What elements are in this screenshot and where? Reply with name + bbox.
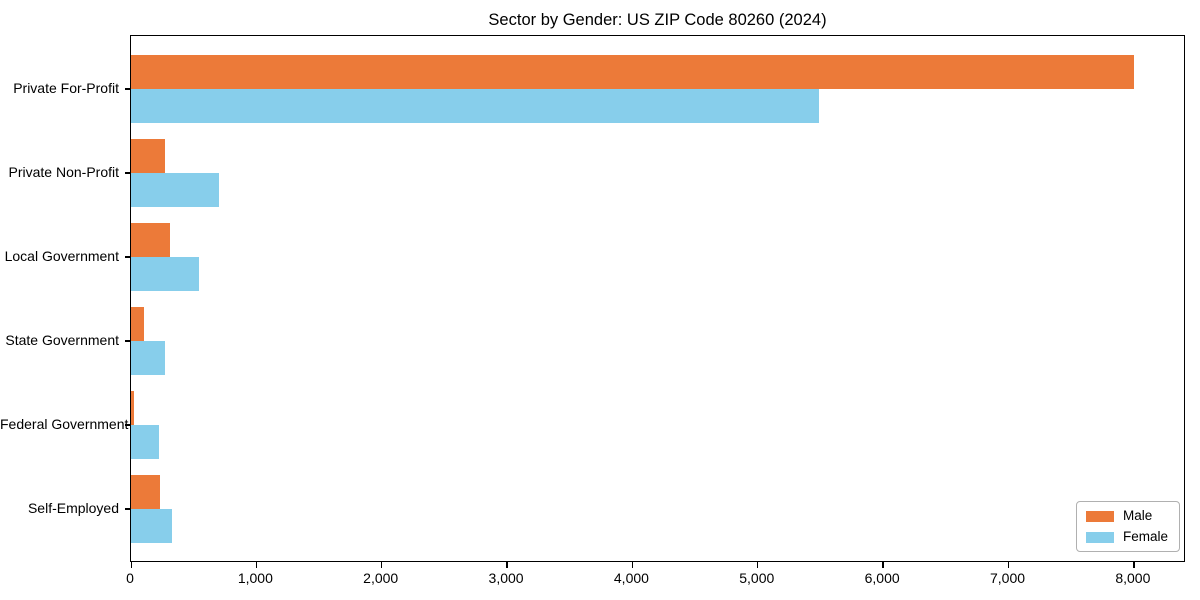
legend-label-male: Male <box>1122 508 1153 523</box>
bar-female-1 <box>131 172 219 207</box>
y-tick-mark <box>125 88 130 90</box>
bar-female-0 <box>131 88 820 123</box>
x-tick-mark <box>255 562 258 568</box>
legend-entry-male: Male <box>1085 508 1168 523</box>
x-tick-mark <box>381 562 383 568</box>
x-tick-label: 7,000 <box>989 570 1026 586</box>
x-tick-mark <box>882 562 884 568</box>
bar-female-3 <box>131 340 165 375</box>
y-tick-mark <box>125 424 130 426</box>
legend-swatch-male-icon <box>1085 510 1114 522</box>
bar-male-4 <box>131 391 135 425</box>
x-tick-label: 3,000 <box>488 570 524 586</box>
y-tick-mark <box>125 508 130 510</box>
x-tick-mark <box>1133 562 1135 568</box>
bar-male-2 <box>131 223 170 257</box>
y-tick-label: Local Government <box>4 247 119 264</box>
x-tick-label: 5,000 <box>739 570 775 586</box>
bar-male-0 <box>131 55 1134 89</box>
y-tick-label: Self-Employed <box>27 499 119 516</box>
bar-female-5 <box>131 508 173 543</box>
y-tick-label: State Government <box>5 331 119 348</box>
x-tick-label: 6,000 <box>864 570 900 586</box>
x-tick-mark <box>1007 562 1010 568</box>
y-tick-mark <box>125 172 130 174</box>
legend-label-female: Female <box>1122 529 1168 544</box>
bar-male-1 <box>131 139 165 173</box>
y-tick-mark <box>125 256 130 258</box>
x-tick-mark <box>757 562 759 568</box>
legend: Male Female <box>1075 501 1180 552</box>
x-tick-label: 8,000 <box>1115 570 1151 586</box>
x-tick-label: 2,000 <box>363 570 399 586</box>
y-tick-label: Private Non-Profit <box>8 163 119 180</box>
x-tick-mark <box>506 562 508 568</box>
x-tick-label: 4,000 <box>613 570 649 586</box>
x-tick-mark <box>131 562 133 568</box>
bar-male-5 <box>131 475 160 509</box>
legend-swatch-female-icon <box>1085 531 1114 543</box>
x-tick-label: 1,000 <box>237 570 273 586</box>
bar-female-4 <box>131 424 159 459</box>
bar-male-3 <box>131 307 145 341</box>
y-tick-label: Private For-Profit <box>13 79 119 96</box>
x-tick-label: 0 <box>126 570 134 586</box>
legend-entry-female: Female <box>1085 529 1168 544</box>
y-tick-mark <box>125 340 130 342</box>
bar-female-2 <box>131 256 199 291</box>
x-tick-mark <box>631 562 634 568</box>
chart-title: Sector by Gender: US ZIP Code 80260 (202… <box>488 11 827 29</box>
y-tick-label: Federal Government <box>0 415 129 432</box>
plot-area: Male Female <box>125 35 1185 568</box>
